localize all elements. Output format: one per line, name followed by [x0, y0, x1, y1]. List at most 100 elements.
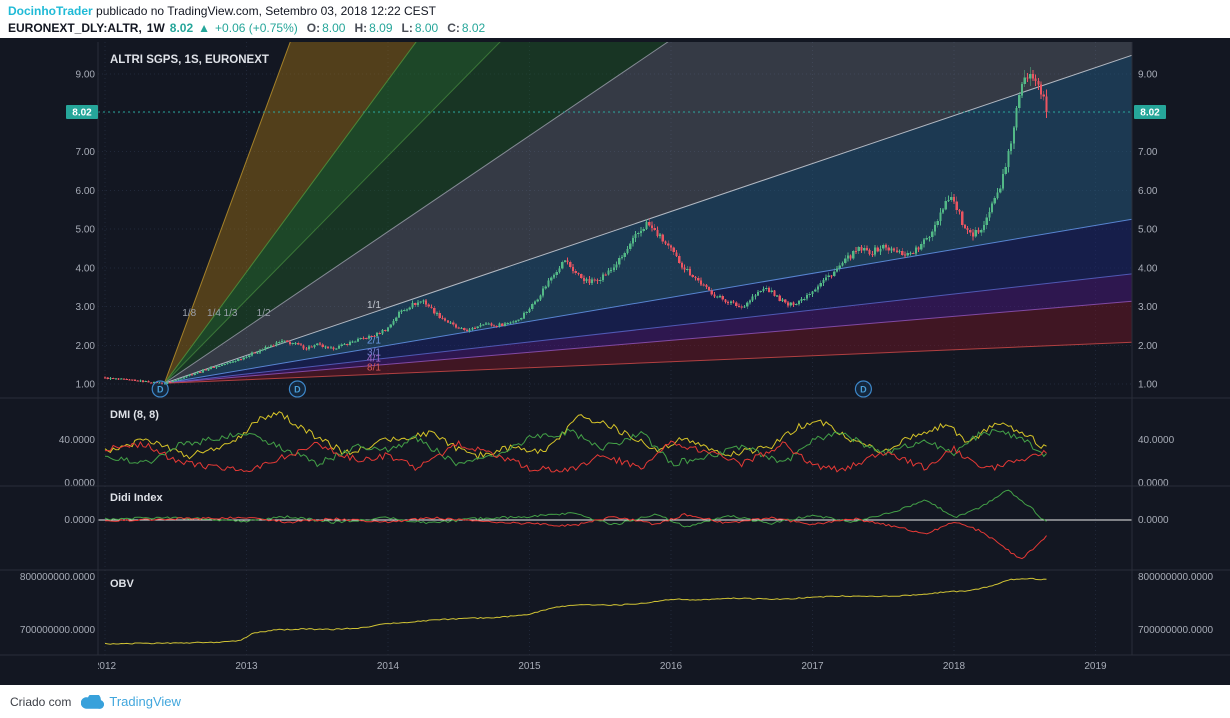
- indicator-line: [104, 513, 1047, 560]
- time-tick-label: 2018: [943, 661, 966, 672]
- price-change-text: +0.06 (+0.75%): [215, 21, 298, 35]
- chart-svg[interactable]: 1/8 1/4 1/3 1/2 1/1 2/13/14/18/1 D D D DMI (8, 8)…: [0, 38, 1230, 685]
- candlestick-series: [103, 66, 1048, 385]
- indicator-axis-label-right: 0.0000: [1138, 478, 1169, 489]
- gann-line: [164, 54, 1132, 384]
- tradingview-brand-text: TradingView: [109, 694, 181, 709]
- gann-line: [164, 42, 501, 384]
- price-tick-label: 9.00: [1138, 70, 1158, 81]
- indicator-line: [104, 439, 1047, 473]
- indicator-axis-label-left: 40.0000: [59, 435, 96, 446]
- last-price-tag: [1134, 105, 1166, 119]
- price-tick-label: 9.00: [76, 70, 96, 81]
- indicator-axis-label-right: 0.0000: [1138, 515, 1169, 526]
- gann-line: [164, 273, 1132, 384]
- price-tick-label: 1.00: [76, 380, 96, 391]
- indicator-axis-label-right: 700000000.0000: [1138, 625, 1214, 636]
- indicator-axis-label-right: 40.0000: [1138, 435, 1175, 446]
- price-tick-label: 6.00: [1138, 186, 1158, 197]
- price-tick-label: 7.00: [76, 147, 96, 158]
- price-tick-label: 2.00: [76, 341, 96, 352]
- gann-line-label: 1/8: [182, 308, 196, 319]
- indicator-pane-title: Didi Index: [110, 492, 163, 504]
- ohlc-open: O: 8.00: [306, 21, 346, 35]
- gann-line-label: 1/1: [367, 300, 381, 311]
- ohlc-close: C: 8.02: [447, 21, 486, 35]
- indicator-axis-label-left: 0.0000: [64, 515, 95, 526]
- dividend-marker-circle[interactable]: [854, 380, 873, 398]
- gann-line-label: 3/1: [367, 348, 381, 359]
- symbol-line: EURONEXT_DLY:ALTR, 1W 8.02 ▲ +0.06 (+0.7…: [0, 18, 1230, 35]
- indicator-line: [104, 577, 1047, 645]
- price-tick-label: 7.00: [1138, 147, 1158, 158]
- last-price-tag: [66, 105, 98, 119]
- indicator-axis-label-right: 800000000.0000: [1138, 572, 1214, 583]
- time-tick-label: 2017: [801, 661, 824, 672]
- time-axis[interactable]: 2012 2013 2014 2015 2016 2017 2018 2019: [94, 661, 1107, 672]
- time-tick-label: 2013: [235, 661, 258, 672]
- tradingview-cloud-icon: [81, 694, 105, 709]
- publication-header: DocinhoTrader publicado no TradingView.c…: [0, 0, 1230, 38]
- price-axis-left[interactable]: 9.00 7.00 6.00 5.00 4.00 3.00 2.00 1.00 8.02: [66, 70, 98, 391]
- gann-line-label: 8/1: [367, 362, 381, 373]
- indicator-pane-2: OBV 800000000.0000 800000000.0000 700000000…: [20, 572, 1214, 645]
- author-name[interactable]: DocinhoTrader: [8, 4, 93, 18]
- gann-line: [164, 42, 669, 384]
- dividend-marker-label: D: [157, 385, 164, 395]
- trading-chart[interactable]: 1/8 1/4 1/3 1/2 1/1 2/1 3/1 4/1 8/1 D D D DMI (8, 8)…: [0, 38, 1230, 685]
- gann-line-label: 1/4: [207, 308, 221, 319]
- time-tick-label: 2019: [1084, 661, 1107, 672]
- price-tick-label: 6.00: [76, 186, 96, 197]
- ohlc-low: L: 8.00: [401, 21, 439, 35]
- main-pane-legend[interactable]: ALTRI SGPS, 1S, EURONEXT: [110, 54, 269, 66]
- tradingview-link[interactable]: TradingView: [81, 694, 181, 709]
- last-price-tag-text: 8.02: [1140, 108, 1160, 119]
- publication-info: publicado no TradingView.com, Setembro 0…: [92, 4, 437, 18]
- gann-line-label: 2/1: [367, 336, 381, 347]
- price-tick-label: 1.00: [1138, 380, 1158, 391]
- indicator-axis-label-left: 700000000.0000: [20, 625, 96, 636]
- change-up-arrow-icon: ▲: [198, 21, 211, 35]
- dividend-marker-label: D: [294, 385, 301, 395]
- indicator-axis-label-left: 0.0000: [64, 478, 95, 489]
- dividend-marker-circle[interactable]: [151, 380, 169, 398]
- price-tick-label: 5.00: [76, 225, 96, 236]
- gann-line: [164, 42, 417, 384]
- gann-line-label: 1/3: [224, 308, 238, 319]
- dividend-marker-label: D: [860, 385, 867, 395]
- price-tick-label: 2.00: [1138, 341, 1158, 352]
- time-tick-label: 2015: [518, 661, 541, 672]
- price-tick-label: 4.00: [1138, 263, 1158, 274]
- gann-fan[interactable]: 1/8 1/4 1/3 1/2 1/1 2/13/14/18/1: [163, 38, 1230, 384]
- gann-wedge: [164, 42, 1132, 384]
- ohlc-high: H: 8.09: [354, 21, 393, 35]
- last-price-tag-text: 8.02: [72, 108, 92, 119]
- gann-line-label: 1/2: [257, 308, 271, 319]
- last-price-text: 8.02: [169, 21, 194, 35]
- pane-separators: [0, 42, 1230, 656]
- dividend-marker-circle[interactable]: [288, 380, 306, 398]
- price-tick-label: 3.00: [76, 302, 96, 313]
- indicator-pane-1: Didi Index 0.0000 0.0000: [64, 489, 1169, 560]
- footer: Criado com TradingView: [0, 685, 1230, 718]
- gann-line: [164, 218, 1132, 384]
- gann-line: [164, 300, 1132, 384]
- price-tick-label: 3.00: [1138, 302, 1158, 313]
- symbol-title: EURONEXT_DLY:ALTR,: [8, 21, 142, 35]
- indicator-pane-title: OBV: [110, 578, 135, 590]
- interval-label: 1W: [146, 21, 165, 35]
- time-tick-label: 2014: [377, 661, 400, 672]
- indicator-axis-label-left: 800000000.0000: [20, 572, 96, 583]
- created-with-label: Criado com: [10, 694, 72, 709]
- time-tick-label: 2012: [94, 661, 117, 672]
- price-tick-label: 4.00: [76, 263, 96, 274]
- price-tick-label: 5.00: [1138, 225, 1158, 236]
- indicator-pane-title: DMI (8, 8): [110, 409, 159, 421]
- publication-line: DocinhoTrader publicado no TradingView.c…: [0, 0, 1230, 18]
- price-axis-right[interactable]: 9.00 7.00 6.00 5.00 4.00 3.00 2.00 1.00 8.02: [1134, 70, 1166, 391]
- indicator-pane-0: DMI (8, 8) 40.0000 40.0000 0.0000 0.0000: [59, 409, 1175, 489]
- time-tick-label: 2016: [660, 661, 683, 672]
- gann-line: [164, 341, 1132, 384]
- gann-line-label: 4/1: [367, 354, 381, 365]
